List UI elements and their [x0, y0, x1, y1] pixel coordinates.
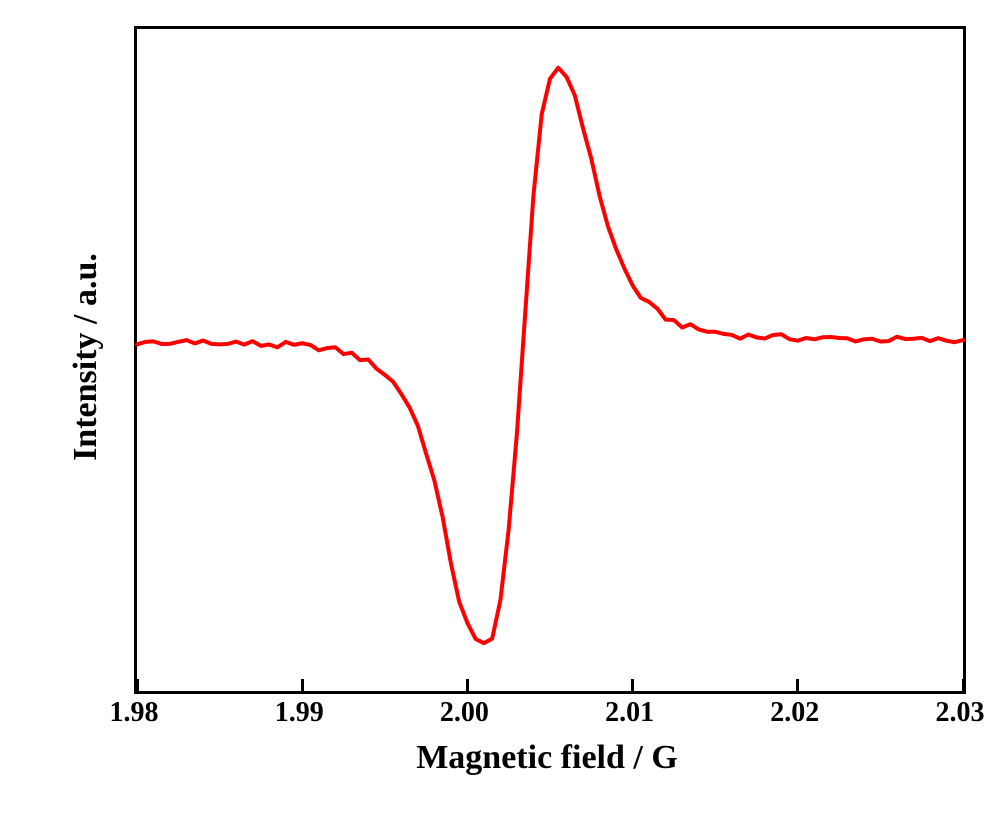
x-tick-mark [962, 679, 965, 691]
x-tick-label: 2.03 [936, 697, 985, 729]
x-tick-label: 1.98 [110, 697, 159, 729]
x-axis-label: Magnetic field / G [134, 739, 960, 777]
x-tick-label: 2.02 [770, 697, 819, 729]
x-tick-label: 2.00 [440, 697, 489, 729]
x-tick-mark [796, 679, 799, 691]
x-tick-label: 1.99 [275, 697, 324, 729]
x-tick-mark [136, 679, 139, 691]
series-svg [137, 29, 963, 691]
x-tick-mark [466, 679, 469, 691]
y-axis-label: Intensity / a.u. [67, 26, 101, 688]
x-tick-label: 2.01 [605, 697, 654, 729]
x-tick-mark [301, 679, 304, 691]
plot-area [134, 26, 966, 694]
figure: 1.98 1.99 2.00 2.01 2.02 2.03 Magnetic field … [0, 0, 1000, 837]
line-epr-signal [137, 68, 963, 643]
x-tick-mark [631, 679, 634, 691]
